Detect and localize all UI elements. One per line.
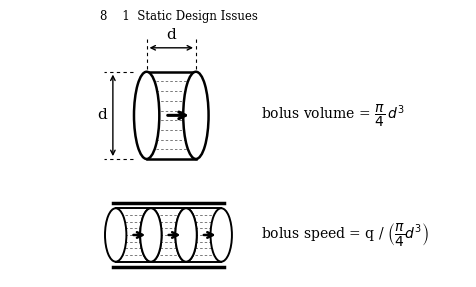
Bar — [150, 208, 186, 262]
Ellipse shape — [105, 208, 126, 262]
Bar — [146, 72, 196, 159]
Ellipse shape — [140, 208, 161, 262]
Text: bolus speed = q / $\left(\dfrac{\pi}{4}d^3\right)$: bolus speed = q / $\left(\dfrac{\pi}{4}d… — [260, 222, 427, 249]
Ellipse shape — [210, 208, 231, 262]
Text: bolus volume = $\dfrac{\pi}{4}\,d^3$: bolus volume = $\dfrac{\pi}{4}\,d^3$ — [260, 102, 403, 129]
Ellipse shape — [134, 72, 159, 159]
Ellipse shape — [175, 208, 196, 262]
Text: d: d — [97, 108, 107, 122]
Bar — [116, 208, 150, 262]
Bar — [186, 208, 221, 262]
Text: 8    1  Static Design Issues: 8 1 Static Design Issues — [100, 10, 258, 23]
Text: d: d — [166, 28, 176, 42]
Ellipse shape — [140, 208, 161, 262]
Ellipse shape — [175, 208, 196, 262]
Ellipse shape — [183, 72, 208, 159]
